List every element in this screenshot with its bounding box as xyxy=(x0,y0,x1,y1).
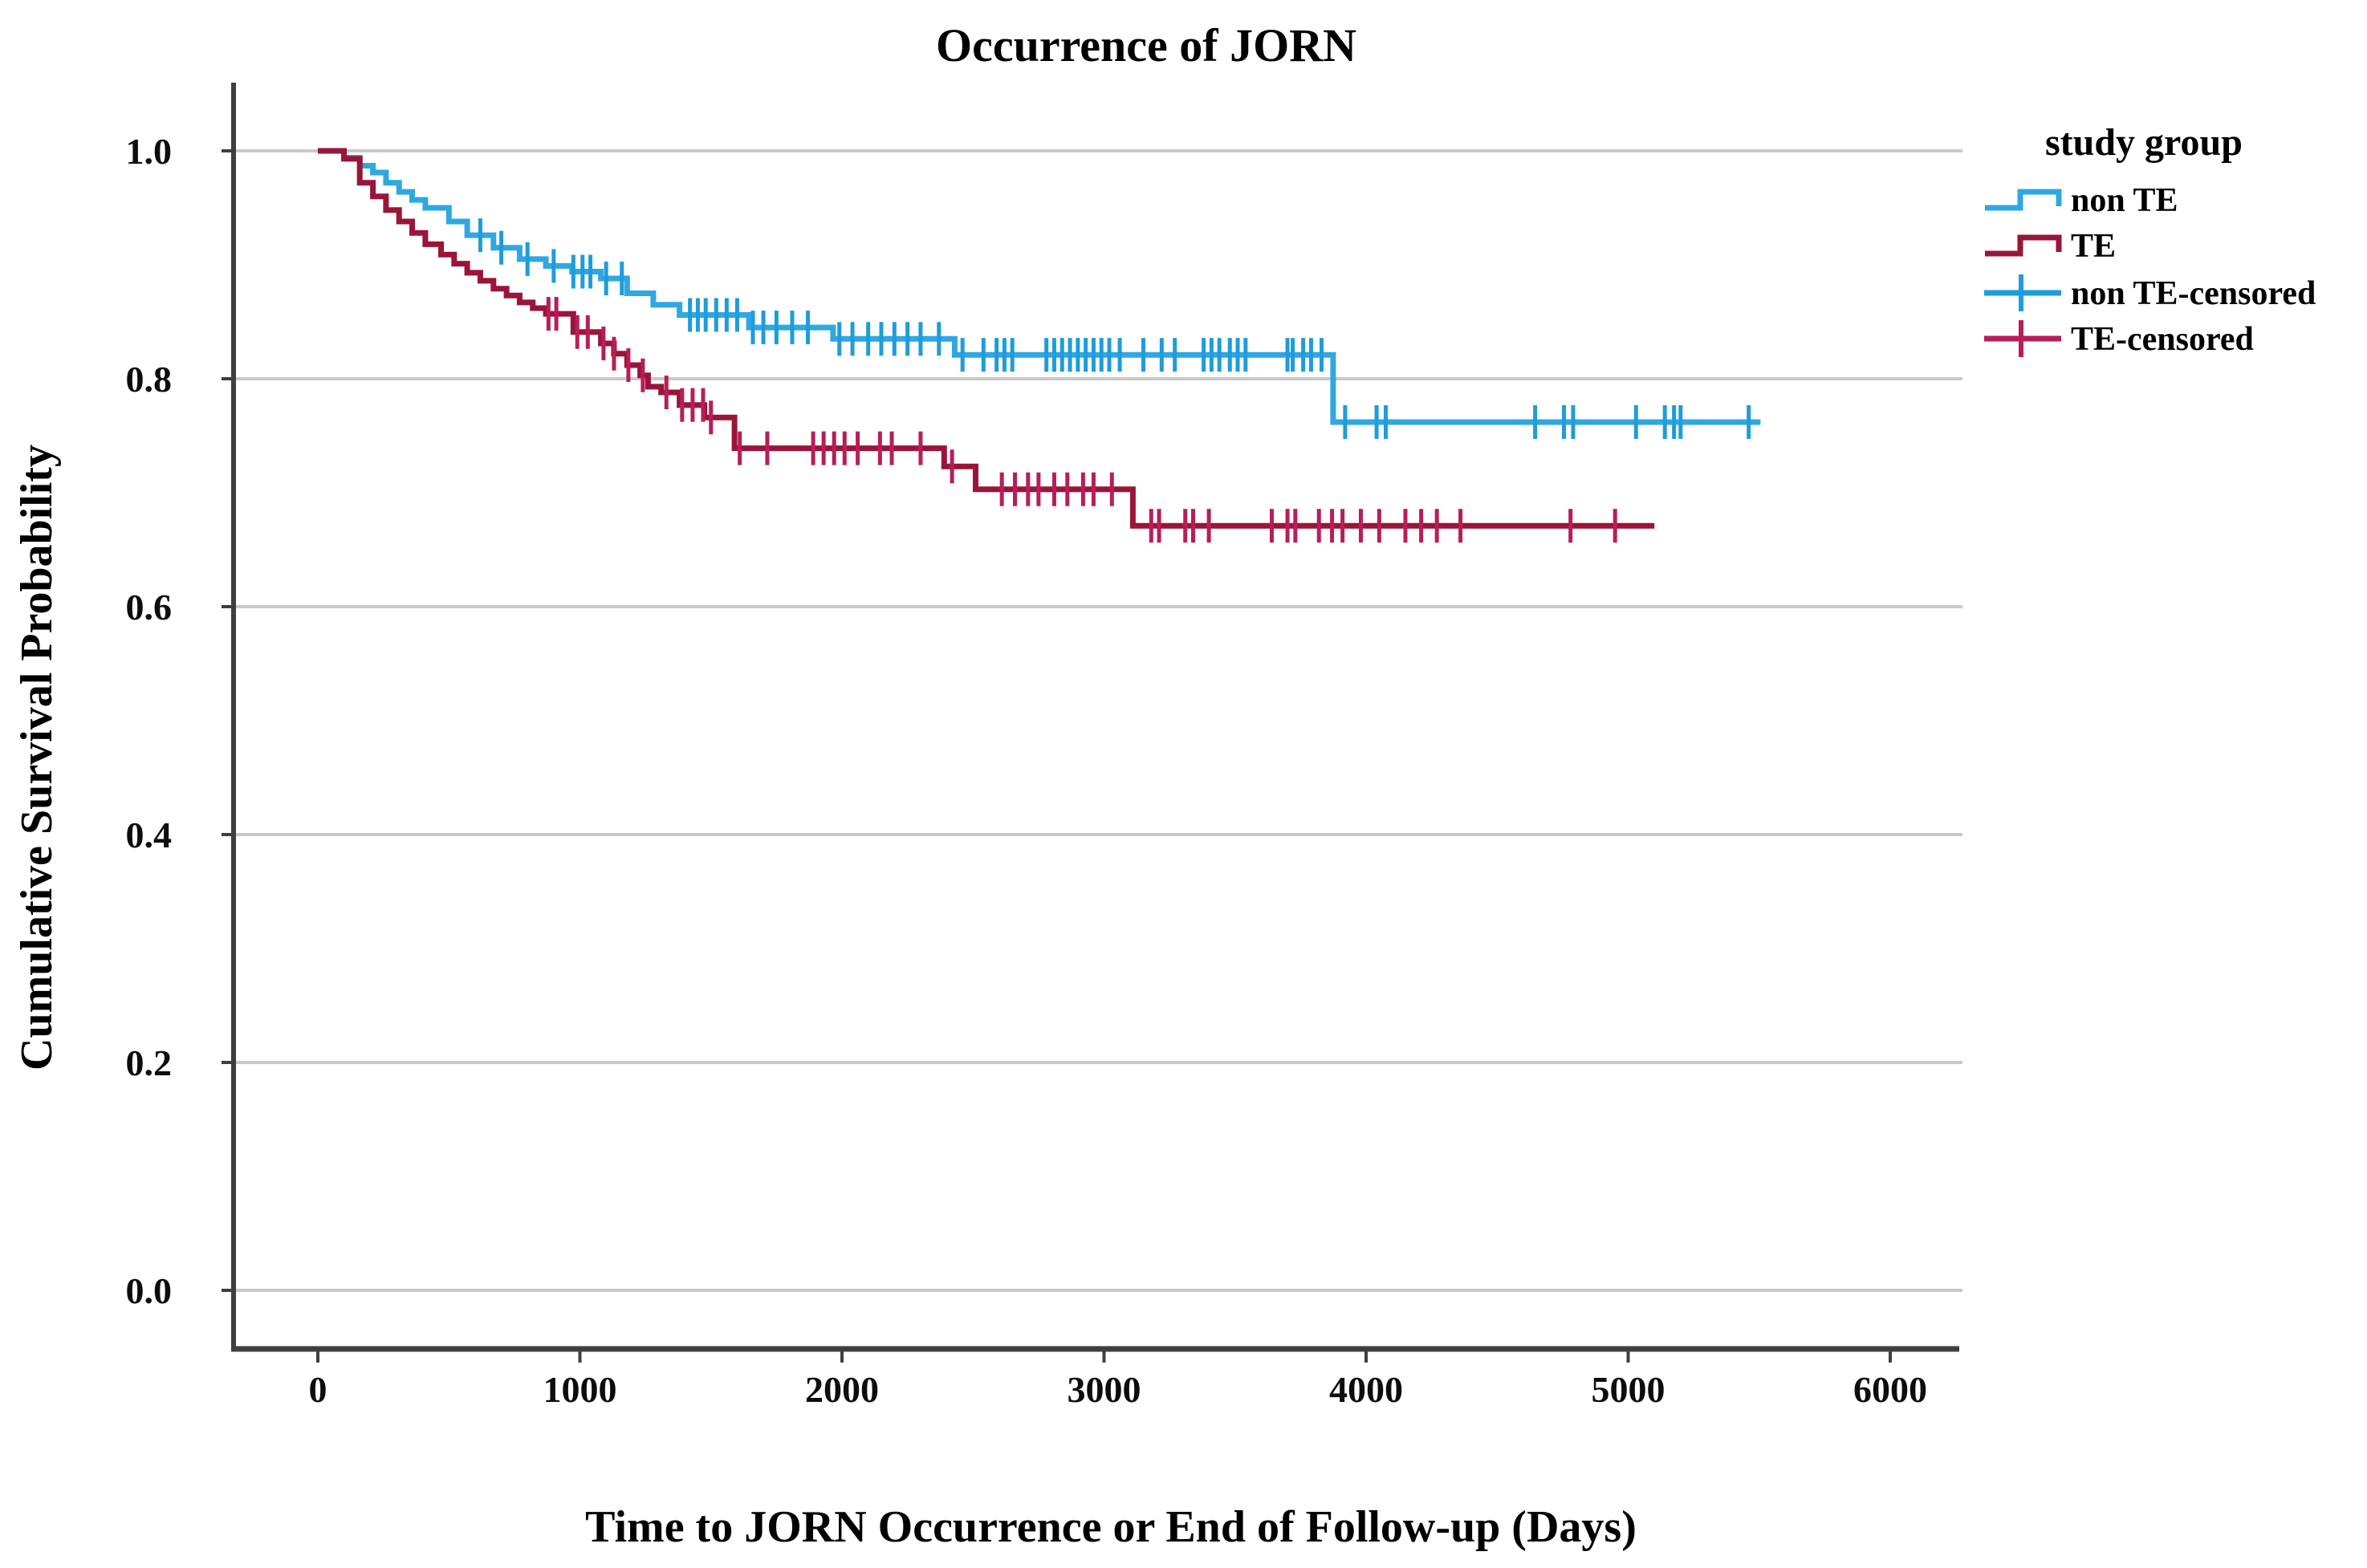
series-TE xyxy=(318,148,1655,543)
km-curve-TE xyxy=(318,148,1655,529)
x-axis-label: Time to JORN Occurrence or End of Follow… xyxy=(585,1502,1637,1552)
legend-label-te-censored: TE-censored xyxy=(2071,321,2254,358)
y-axis-label: Cumulative Survival Probability xyxy=(12,445,62,1070)
y-tick-label-0.6: 0.6 xyxy=(126,587,173,628)
x-tick-label-2000: 2000 xyxy=(805,1369,879,1410)
y-tick-label-0.0: 0.0 xyxy=(126,1270,173,1311)
legend-label-non-te-censored: non TE-censored xyxy=(2071,275,2316,312)
legend-marker-step-non-te-icon xyxy=(1985,189,2062,211)
legend-marker-censor-te-icon xyxy=(1984,320,2061,357)
y-tick-label-1.0: 1.0 xyxy=(126,131,173,172)
axis-layer xyxy=(222,83,1959,1363)
series-layer xyxy=(318,148,1761,543)
x-tick-label-1000: 1000 xyxy=(543,1369,617,1410)
legend-title: study group xyxy=(2045,121,2243,164)
chart-title: Occurrence of JORN xyxy=(936,19,1356,71)
km-curve-non-TE xyxy=(318,148,1761,425)
grid-layer xyxy=(233,149,1962,1292)
x-tick-label-0: 0 xyxy=(309,1369,327,1410)
y-tick-label-0.2: 0.2 xyxy=(126,1042,173,1083)
legend-marker-censor-non-te-icon xyxy=(1984,274,2061,311)
x-tick-label-6000: 6000 xyxy=(1853,1369,1927,1410)
tick-label-layer: 1.0 0.8 0.6 0.4 0.2 0.0 0 1000 2000 3000 4000 5000 6… xyxy=(126,131,1928,1410)
x-tick-label-3000: 3000 xyxy=(1068,1369,1141,1410)
legend: study group non TE TE non TE-censored TE… xyxy=(1984,121,2316,358)
legend-label-non-te: non TE xyxy=(2071,182,2178,219)
series-non-TE xyxy=(318,148,1761,439)
x-tick-label-4000: 4000 xyxy=(1329,1369,1403,1410)
x-tick-label-5000: 5000 xyxy=(1592,1369,1665,1410)
legend-label-te: TE xyxy=(2071,228,2116,265)
legend-marker-step-te-icon xyxy=(1985,234,2062,257)
y-tick-label-0.8: 0.8 xyxy=(126,359,173,400)
y-tick-label-0.4: 0.4 xyxy=(126,814,173,855)
